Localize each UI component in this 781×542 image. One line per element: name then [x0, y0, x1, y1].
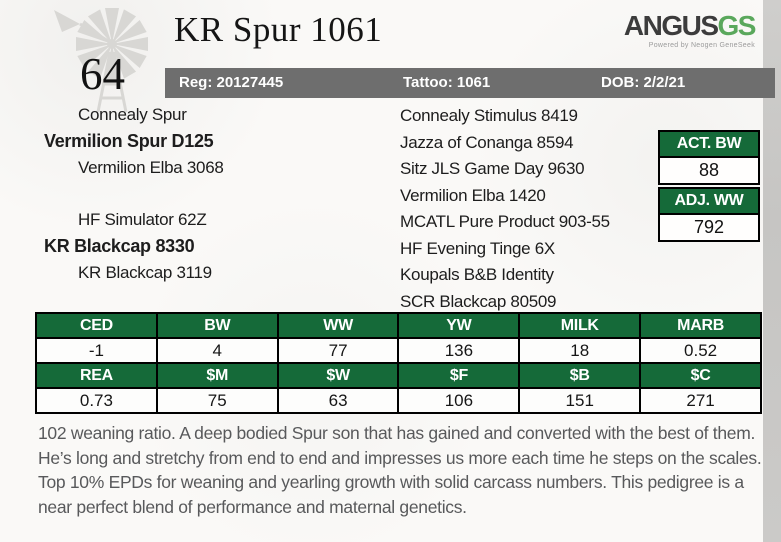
- tattoo-number: Tattoo: 1061: [403, 74, 491, 91]
- act-bw-value: 88: [698, 160, 720, 180]
- epd-header-row: CED BW WW YW MILK MARB: [35, 312, 762, 339]
- epd-value-row: -1 4 77 136 18 0.52: [35, 337, 762, 364]
- epd-value-cell: 0.73: [35, 387, 158, 414]
- pedigree-dam-name: KR Blackcap 8330: [44, 236, 195, 256]
- epd-table: CED BW WW YW MILK MARB -1 4 77 136 18 0.…: [35, 312, 762, 414]
- epd-header-cell: WW: [276, 312, 400, 339]
- pedigree-dam-granddam: KR Blackcap 3119: [78, 263, 212, 282]
- epd-value-cell: 151: [518, 387, 642, 414]
- epd-header-cell: $B: [518, 362, 642, 389]
- registration-info-bar: Reg: 20127445 Tattoo: 1061 DOB: 2/2/21: [165, 68, 775, 98]
- lot-number: 64: [80, 49, 125, 99]
- epd-value-cell: 75: [155, 387, 279, 414]
- epd-value-cell: 63: [276, 387, 400, 414]
- epd-header-cell: YW: [397, 312, 521, 339]
- epd-value-row: 0.73 75 63 106 151 271: [35, 387, 762, 414]
- angus-gs-logo: ANGUSGS Powered by Neogen GeneSeek: [623, 10, 757, 50]
- pedigree-extended-ancestor: SCR Blackcap 80509: [400, 292, 557, 311]
- dob-value: DOB: 2/2/21: [601, 74, 686, 91]
- pedigree-sire-granddam: Vermilion Elba 3068: [78, 158, 224, 177]
- epd-value-cell: 4: [155, 337, 279, 364]
- pedigree-extended-ancestor: MCATL Pure Product 903-55: [400, 212, 610, 231]
- epd-header-cell: BW: [155, 312, 279, 339]
- epd-header-cell: MARB: [639, 312, 762, 339]
- weights-panel: ACT. BW 88 ADJ. WW 792: [658, 130, 760, 242]
- epd-value-cell: 0.52: [639, 337, 762, 364]
- adj-ww-label: ADJ. WW: [660, 189, 758, 215]
- gs-logo-word: GS: [717, 10, 757, 41]
- angus-logo-word: ANGUS: [623, 10, 719, 41]
- sale-description: 102 weaning ratio. A deep bodied Spur so…: [38, 423, 762, 517]
- epd-header-cell: $F: [397, 362, 521, 389]
- epd-header-cell: CED: [35, 312, 158, 339]
- pedigree-dam-grandsire: HF Simulator 62Z: [78, 210, 207, 229]
- act-bw-label: ACT. BW: [660, 132, 758, 158]
- adj-ww-box: ADJ. WW 792: [658, 187, 760, 242]
- epd-value-cell: -1: [35, 337, 158, 364]
- pedigree-extended-ancestor: Sitz JLS Game Day 9630: [400, 159, 585, 178]
- reg-number: Reg: 20127445: [179, 74, 284, 91]
- pedigree-extended-ancestor: Jazza of Conanga 8594: [400, 133, 574, 152]
- animal-name-title: KR Spur 1061: [174, 10, 383, 49]
- epd-value-cell: 77: [276, 337, 400, 364]
- windmill-logo-icon: [54, 8, 148, 113]
- adj-ww-value: 792: [693, 217, 725, 237]
- pedigree-sire-grandsire: Connealy Spur: [78, 105, 187, 124]
- epd-header-row: REA $M $W $F $B $C: [35, 362, 762, 389]
- epd-value-cell: 106: [397, 387, 521, 414]
- pedigree-extended-ancestor: Koupals B&B Identity: [400, 265, 554, 284]
- epd-value-cell: 271: [639, 387, 762, 414]
- scan-edge-strip: [763, 0, 781, 542]
- logo-tagline: Powered by Neogen GeneSeek: [648, 42, 755, 49]
- pedigree-extended-ancestor: Vermilion Elba 1420: [400, 186, 546, 205]
- act-bw-box: ACT. BW 88: [658, 130, 760, 185]
- epd-header-cell: MILK: [518, 312, 642, 339]
- epd-header-cell: $W: [276, 362, 400, 389]
- angus-gs-logo-text: ANGUSGS: [623, 10, 757, 41]
- pedigree-extended-ancestor: Connealy Stimulus 8419: [400, 106, 578, 125]
- pedigree-extended-ancestor: HF Evening Tinge 6X: [400, 239, 555, 258]
- epd-header-cell: $M: [155, 362, 279, 389]
- epd-value-cell: 136: [397, 337, 521, 364]
- epd-value-cell: 18: [518, 337, 642, 364]
- epd-header-cell: $C: [639, 362, 762, 389]
- pedigree-sire-name: Vermilion Spur D125: [44, 131, 214, 151]
- epd-header-cell: REA: [35, 362, 158, 389]
